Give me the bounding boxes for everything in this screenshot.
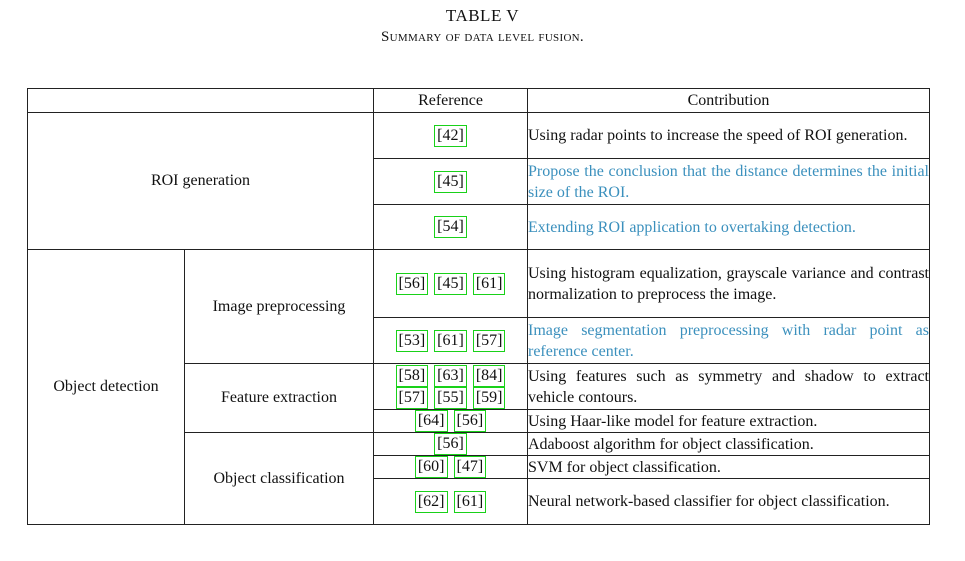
- reference-cell: [56] [45] [61]: [373, 249, 528, 318]
- table-row: ROI generation [42] Using radar points t…: [27, 112, 930, 250]
- contribution-cell-highlighted: Image segmentation preprocessing with ra…: [527, 317, 930, 364]
- contribution-cell: Adaboost algorithm for object classifica…: [527, 432, 930, 456]
- reference-cell: [45]: [373, 158, 528, 205]
- header-row: Reference Contribution: [27, 88, 930, 113]
- reference-cell: [54]: [373, 204, 528, 250]
- header-blank: [27, 88, 374, 113]
- reference-cell: [60] [47]: [373, 455, 528, 479]
- reference-cell: [64] [56]: [373, 409, 528, 433]
- citation-link[interactable]: [59]: [472, 386, 506, 409]
- table-title: TABLE V: [445, 6, 520, 25]
- reference-cell: [62] [61]: [373, 478, 528, 525]
- contribution-cell: SVM for object classification.: [527, 455, 930, 479]
- citation-link[interactable]: [56]: [395, 272, 429, 295]
- table-row: [45] Propose the conclusion that the dis…: [28, 158, 930, 205]
- subcategory-image-preprocessing: Image preprocessing: [184, 249, 374, 364]
- reference-cell: [56]: [373, 432, 528, 456]
- reference-cell: [53] [61] [57]: [373, 317, 528, 364]
- citation-link[interactable]: [56]: [434, 433, 467, 455]
- contribution-cell: Using radar points to increase the speed…: [527, 112, 930, 159]
- table-row: [53] [61] [57] Image segmentation prepro…: [28, 317, 930, 364]
- citation-link[interactable]: [57]: [395, 386, 429, 409]
- citation-link[interactable]: [60]: [414, 456, 448, 478]
- citation-link[interactable]: [61]: [472, 272, 506, 295]
- citation-link[interactable]: [55]: [434, 386, 467, 409]
- citation-link[interactable]: [58]: [395, 364, 429, 387]
- summary-table: Reference Contribution ROI generation [4…: [27, 88, 930, 525]
- citation-link[interactable]: [62]: [414, 490, 448, 513]
- citation-link[interactable]: [57]: [472, 329, 506, 352]
- contribution-cell: Neural network-based classifier for obje…: [527, 478, 930, 525]
- citation-link[interactable]: [54]: [434, 216, 467, 238]
- citation-link[interactable]: [45]: [434, 272, 467, 295]
- citation-link[interactable]: [45]: [434, 170, 467, 193]
- citation-link[interactable]: [42]: [434, 124, 467, 147]
- citation-link[interactable]: [63]: [434, 364, 467, 387]
- contribution-cell-highlighted: Propose the conclusion that the distance…: [527, 158, 930, 205]
- contribution-cell-highlighted: Extending ROI application to overtaking …: [527, 204, 930, 250]
- citation-link[interactable]: [47]: [453, 456, 487, 478]
- citation-link[interactable]: [61]: [453, 490, 487, 513]
- table-row: [60] [47] SVM for object classification.: [28, 455, 930, 479]
- contribution-cell: Using histogram equalization, grayscale …: [527, 249, 930, 318]
- citation-link[interactable]: [61]: [434, 329, 467, 352]
- subcategory-feature-extraction: Feature extraction: [184, 363, 374, 433]
- citation-link[interactable]: [84]: [472, 364, 506, 387]
- category-roi-generation: ROI generation: [27, 112, 374, 250]
- table-row: Feature extraction [58] [63] [84] [57] […: [28, 363, 930, 433]
- table-row: Object detection Image preprocessing [56…: [27, 249, 930, 525]
- citation-link[interactable]: [56]: [453, 410, 487, 432]
- table-row: [54] Extending ROI application to overta…: [28, 204, 930, 250]
- citation-link[interactable]: [53]: [395, 329, 429, 352]
- citation-link[interactable]: [64]: [414, 410, 448, 432]
- header-reference: Reference: [373, 88, 528, 113]
- table-subtitle: Summary of data level fusion.: [381, 29, 584, 45]
- contribution-cell: Using Haar-like model for feature extrac…: [527, 409, 930, 433]
- contribution-cell: Using features such as symmetry and shad…: [527, 363, 930, 410]
- subcategory-object-classification: Object classification: [184, 432, 374, 525]
- table-row: [64] [56] Using Haar-like model for feat…: [28, 409, 930, 433]
- reference-cell: [42]: [373, 112, 528, 159]
- category-object-detection: Object detection: [27, 249, 185, 525]
- table-row: Object classification [56] Adaboost algo…: [28, 432, 930, 525]
- table-row: [62] [61] Neural network-based classifie…: [28, 478, 930, 525]
- header-contribution: Contribution: [527, 88, 930, 113]
- reference-cell: [58] [63] [84] [57] [55] [59]: [373, 363, 528, 410]
